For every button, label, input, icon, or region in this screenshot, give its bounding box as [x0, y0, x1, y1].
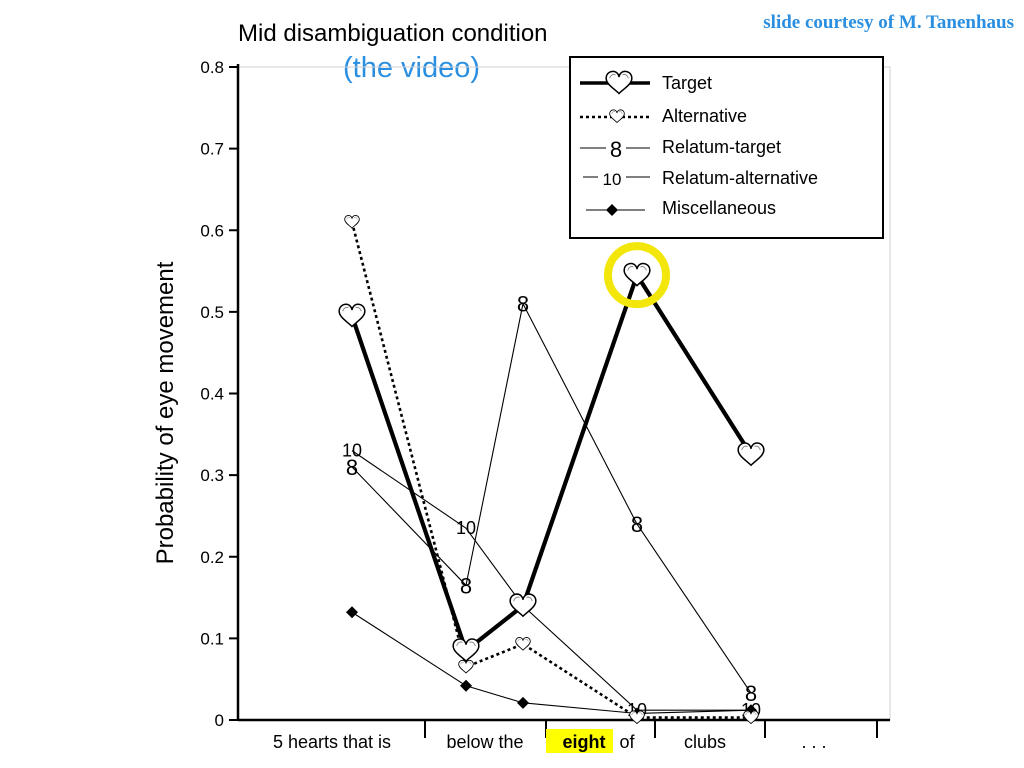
series-group: 101010101088888 [338, 214, 765, 724]
series-line-relatum-target [351, 303, 752, 694]
series-line-target [350, 273, 753, 653]
y-tick-label: 0.2 [200, 548, 224, 567]
x-axis-ticks: 5 hearts that is below the eight of clubs . .… [273, 720, 878, 753]
highlight-circle [604, 242, 670, 309]
data-point-relatum-target: 8 [517, 292, 529, 317]
data-point-target [338, 303, 366, 328]
data-point-relatum-target: 8 [346, 455, 358, 480]
y-tick-label: 0.4 [200, 385, 224, 404]
data-point-relatum-alternative: 10 [456, 518, 476, 538]
legend-target-label: Target [662, 73, 712, 93]
data-point-miscellaneous [517, 696, 529, 709]
y-tick-label: 0.3 [200, 466, 224, 485]
chart-title: Mid disambiguation condition [238, 20, 548, 47]
data-point-relatum-alternative: 10 [342, 441, 362, 461]
legend-relatum-target-marker: 8 [610, 137, 622, 162]
highlight-circle-group [604, 242, 670, 309]
y-tick-label: 0.5 [200, 303, 224, 322]
legend-relatum-alternative-marker: 10 [603, 170, 622, 189]
data-point-target [737, 442, 765, 466]
data-point-alternative [629, 710, 645, 724]
series-line-alternative [350, 221, 751, 719]
data-point-relatum-target: 8 [745, 681, 757, 706]
data-point-relatum-target: 8 [460, 573, 472, 598]
data-point-alternative [344, 214, 360, 229]
x-tick-label: 5 hearts that is [273, 732, 391, 752]
y-tick-label: 0.7 [200, 140, 224, 159]
data-point-relatum-target: 8 [631, 512, 643, 537]
chart-subtitle: (the video) [343, 52, 481, 84]
legend-alternative-label: Alternative [662, 106, 747, 126]
x-tick-label: below the [446, 732, 523, 752]
legend-relatum-target-label: Relatum-target [662, 137, 781, 157]
x-label-highlight [546, 729, 613, 753]
x-tick-label: eight [563, 732, 606, 752]
data-point-miscellaneous [346, 606, 358, 619]
y-tick-label: 0.1 [200, 629, 224, 648]
y-tick-label: 0.8 [200, 58, 224, 77]
y-axis-label: Probability of eye movement [152, 261, 179, 564]
x-tick-label: of [619, 732, 635, 752]
data-point-target [623, 262, 651, 287]
data-point-alternative [743, 710, 759, 724]
legend-miscellaneous-label: Miscellaneous [662, 198, 776, 218]
x-tick-label: clubs [684, 732, 726, 752]
y-tick-label: 0 [215, 711, 224, 730]
x-tick-label: . . . [801, 732, 826, 752]
data-point-miscellaneous [460, 679, 472, 692]
slide-credit: slide courtesy of M. Tanenhaus [763, 12, 1014, 33]
legend-relatum-alternative-label: Relatum-alternative [662, 168, 818, 188]
legend: Target Alternative 8 Relatum-target 10 R… [569, 56, 884, 239]
data-point-target [452, 638, 480, 662]
y-axis-ticks: 0 0.1 0.2 0.3 0.4 0.5 0.6 0.7 0.8 [200, 58, 238, 730]
data-point-alternative [515, 636, 531, 651]
y-tick-label: 0.6 [200, 221, 224, 240]
legend-miscellaneous-diamond-icon [606, 204, 618, 216]
